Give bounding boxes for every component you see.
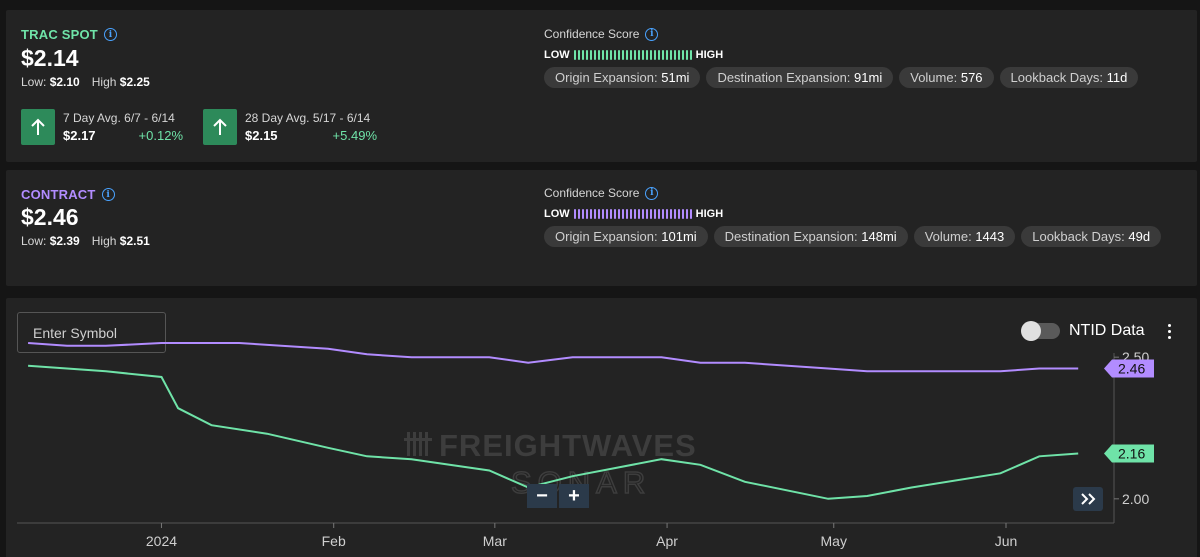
info-icon[interactable]: i xyxy=(101,188,115,201)
zoom-controls: − + xyxy=(527,484,589,508)
x-tick-label: May xyxy=(821,533,847,549)
low-value: $2.10 xyxy=(49,75,80,89)
contract-tag: CONTRACT xyxy=(21,187,96,202)
spot-confidence: Confidence Score i LOW HIGH Origin Expan… xyxy=(544,27,1139,88)
info-icon[interactable]: i xyxy=(645,186,659,200)
spot-last-value-tag: 2.16 xyxy=(1104,444,1154,463)
spot-series-line xyxy=(28,364,1079,500)
x-tick-label: Jun xyxy=(995,533,1018,549)
more-options-icon[interactable] xyxy=(1168,324,1171,339)
freightwaves-sonar-watermark: FREIGHTWAVES SONAR xyxy=(404,428,697,501)
contract-chips: Origin Expansion: 101mi Destination Expa… xyxy=(544,226,1162,247)
confidence-high-label: HIGH xyxy=(695,208,724,220)
last-value-tags: 2.46 2.16 xyxy=(1104,359,1154,463)
y-tick-label: 2.00 xyxy=(1122,491,1149,507)
spot-chips: Origin Expansion: 51mi Destination Expan… xyxy=(544,67,1139,88)
spot-range: Low: $2.10 High $2.25 xyxy=(21,75,150,89)
low-label: Low: xyxy=(21,234,47,248)
confidence-ticks xyxy=(573,209,692,219)
avg-7-label: 7 Day Avg. 6/7 - 6/14 xyxy=(63,111,175,125)
x-axis: 2024 Feb Mar Apr May Jun xyxy=(146,523,1017,549)
arrow-up-icon xyxy=(203,109,237,145)
chip-lookback-days: Lookback Days: 49d xyxy=(1021,226,1162,247)
confidence-meter: LOW HIGH xyxy=(544,208,1161,220)
spot-panel: TRAC SPOT i $2.14 Low: $2.10 High $2.25 … xyxy=(6,10,1197,162)
contract-range: Low: $2.39 High $2.51 xyxy=(21,234,150,248)
spot-header: TRAC SPOT i xyxy=(21,27,117,42)
confidence-title: Confidence Score xyxy=(544,27,640,41)
chip-origin-expansion: Origin Expansion: 101mi xyxy=(544,226,708,247)
spot-tag: TRAC SPOT xyxy=(21,27,98,42)
chip-origin-expansion: Origin Expansion: 51mi xyxy=(544,67,701,88)
high-value: $2.51 xyxy=(119,234,150,248)
scroll-to-latest-button[interactable] xyxy=(1073,487,1103,511)
contract-series-line xyxy=(28,342,1079,373)
confidence-low-label: LOW xyxy=(544,49,570,61)
arrow-up-icon xyxy=(21,109,55,145)
confidence-ticks xyxy=(573,50,692,60)
high-label: High xyxy=(91,234,117,248)
zoom-in-button[interactable]: + xyxy=(559,484,589,508)
contract-panel: CONTRACT i $2.46 Low: $2.39 High $2.51 C… xyxy=(6,170,1197,286)
avg-28-day: 28 Day Avg. 5/17 - 6/14 $2.15 +5.49% xyxy=(203,109,377,145)
last-value-label: 2.46 xyxy=(1118,361,1145,377)
x-tick-label: Feb xyxy=(322,533,346,549)
last-value-label: 2.16 xyxy=(1118,446,1145,462)
contract-last-value-tag: 2.46 xyxy=(1104,359,1154,378)
avg-28-price: $2.15 xyxy=(245,128,278,143)
confidence-title: Confidence Score xyxy=(544,186,640,200)
confidence-low-label: LOW xyxy=(544,208,570,220)
ntid-label: NTID Data xyxy=(1069,322,1145,339)
double-chevron-right-icon xyxy=(1081,493,1096,505)
avg-7-change: +0.12% xyxy=(138,128,183,143)
x-tick-label: Apr xyxy=(656,533,678,549)
avg-28-change: +5.49% xyxy=(332,128,377,143)
low-label: Low: xyxy=(21,75,47,89)
x-tick-label: Mar xyxy=(483,533,507,549)
chip-lookback-days: Lookback Days: 11d xyxy=(999,67,1139,88)
confidence-high-label: HIGH xyxy=(695,49,724,61)
info-icon[interactable]: i xyxy=(103,28,117,41)
contract-confidence: Confidence Score i LOW HIGH Origin Expan… xyxy=(544,186,1162,247)
chip-destination-expansion: Destination Expansion: 91mi xyxy=(706,67,894,88)
chip-destination-expansion: Destination Expansion: 148mi xyxy=(713,226,908,247)
x-tick-label: 2024 xyxy=(146,533,177,549)
chip-volume: Volume: 1443 xyxy=(913,226,1016,247)
info-icon[interactable]: i xyxy=(645,27,659,41)
high-value: $2.25 xyxy=(119,75,150,89)
chip-volume: Volume: 576 xyxy=(899,67,994,88)
series-layer xyxy=(28,342,1079,500)
spot-price: $2.14 xyxy=(21,45,79,71)
chart-panel: NTID Data FREIGHTWAVES SONAR 2024 Feb Mar A… xyxy=(6,298,1197,557)
ntid-toggle-group: NTID Data xyxy=(1021,321,1145,341)
symbol-input[interactable] xyxy=(17,312,166,353)
contract-header: CONTRACT i xyxy=(21,187,115,202)
zoom-out-button[interactable]: − xyxy=(527,484,557,508)
avg-28-label: 28 Day Avg. 5/17 - 6/14 xyxy=(245,111,371,125)
ntid-toggle[interactable] xyxy=(1021,321,1060,341)
avg-7-price: $2.17 xyxy=(63,128,96,143)
high-label: High xyxy=(91,75,117,89)
price-chart[interactable]: FREIGHTWAVES SONAR 2024 Feb Mar Apr May Jun 2… xyxy=(6,298,1197,557)
watermark-text: FREIGHTWAVES xyxy=(439,428,697,463)
confidence-meter: LOW HIGH xyxy=(544,49,1138,61)
avg-7-day: 7 Day Avg. 6/7 - 6/14 $2.17 +0.12% xyxy=(21,109,183,145)
contract-price: $2.46 xyxy=(21,204,79,230)
low-value: $2.39 xyxy=(49,234,80,248)
